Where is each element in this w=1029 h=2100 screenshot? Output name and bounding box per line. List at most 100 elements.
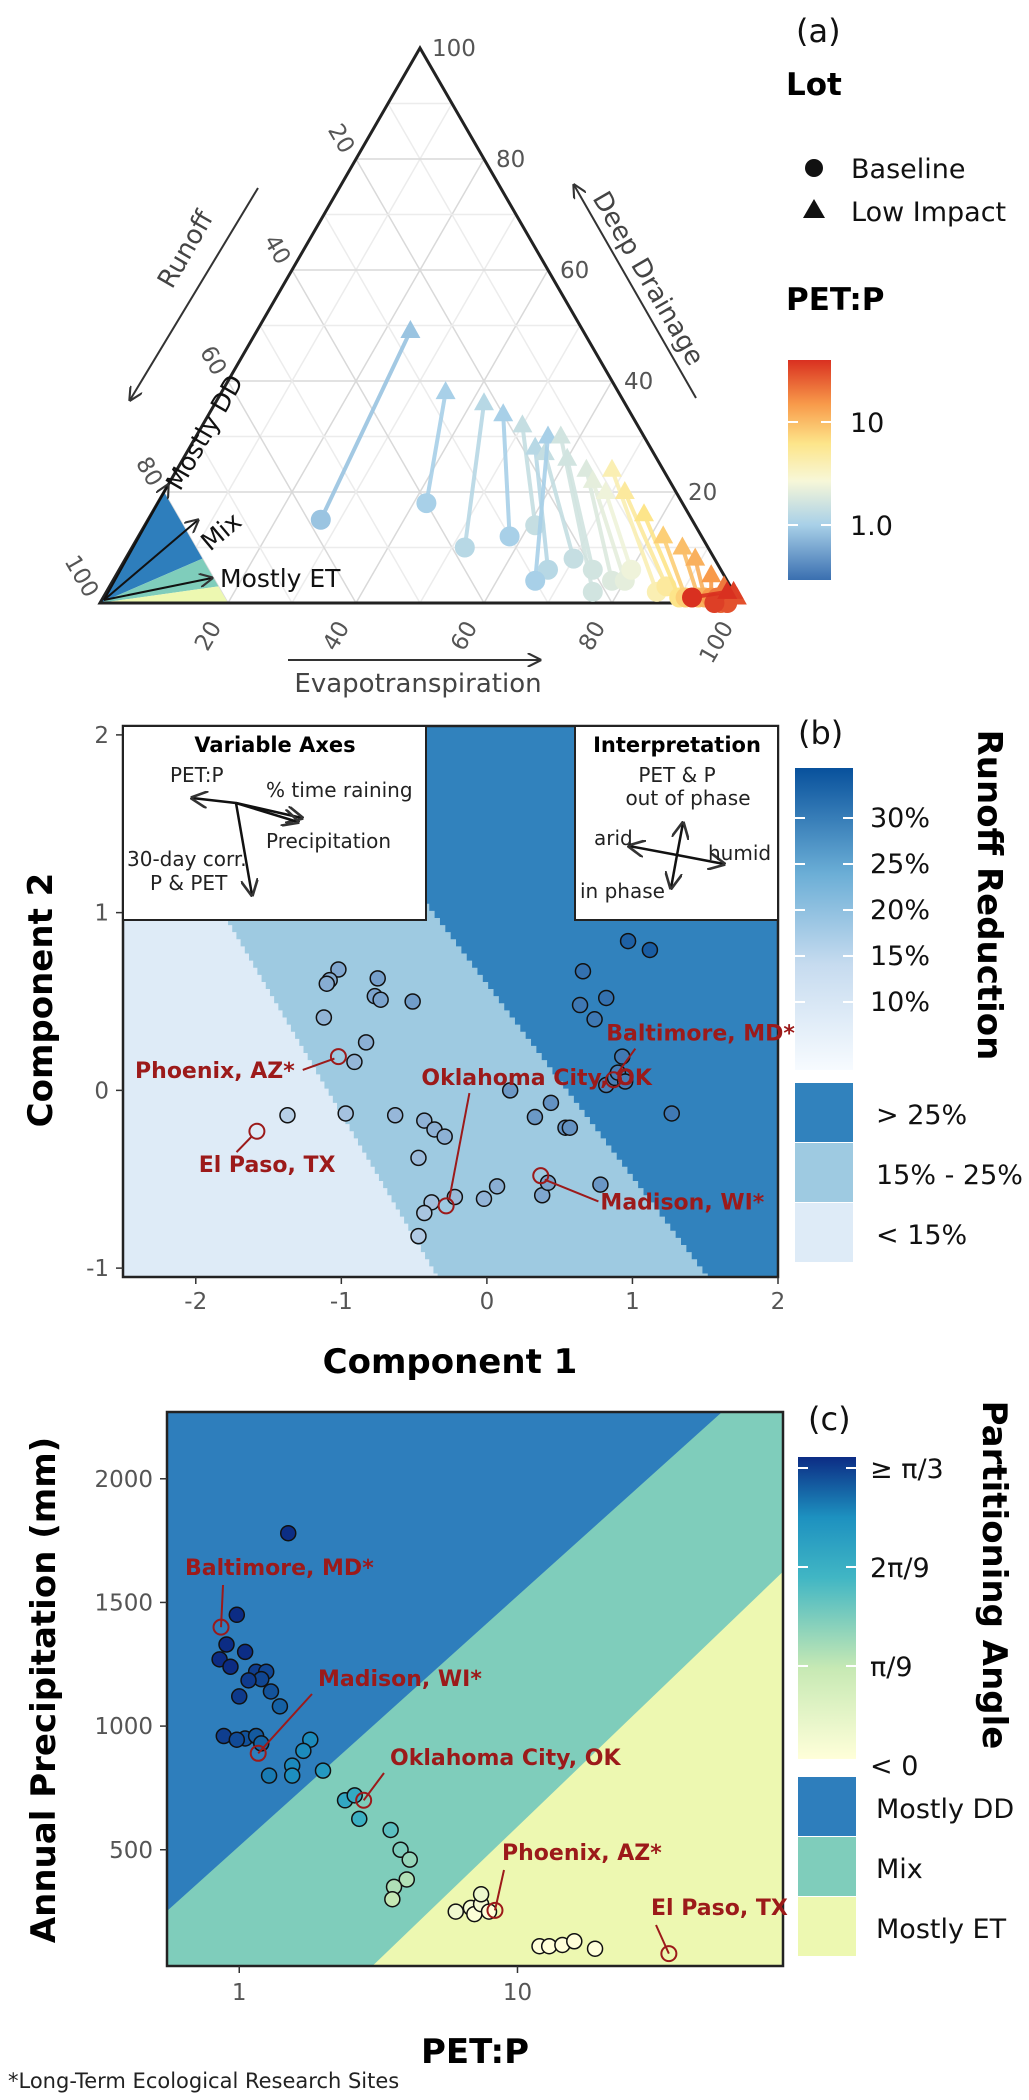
baseline-point xyxy=(310,509,331,530)
site-point xyxy=(248,1122,266,1140)
baseline-point xyxy=(525,570,546,591)
site-label: El Paso, TX xyxy=(651,1896,788,1921)
deep-drainage-tick-label: 60 xyxy=(560,258,589,284)
site-point xyxy=(660,1945,678,1963)
baseline-point xyxy=(416,493,437,514)
low-impact-point xyxy=(538,425,558,444)
city-point xyxy=(230,1688,248,1705)
lot-change-arrow xyxy=(622,491,669,588)
city-point xyxy=(401,1851,418,1868)
city-point xyxy=(218,1636,235,1653)
lot-change-arrow xyxy=(520,425,538,526)
panel-c-frame xyxy=(165,1410,785,1968)
legend-angle-class-mix-label: Mix xyxy=(876,1854,923,1885)
city-point xyxy=(369,970,386,987)
legend-runoff-class-low xyxy=(795,1203,853,1262)
panel-b-xtick: 1 xyxy=(625,1289,640,1315)
inset-axes-title: Variable Axes xyxy=(194,733,355,757)
lot-change-arrow xyxy=(558,436,595,593)
city-point xyxy=(480,1903,498,1920)
panel-c-ytick: 2000 xyxy=(94,1467,153,1493)
region-label-mix: Mix xyxy=(195,507,247,557)
ternary-grid xyxy=(131,102,709,603)
panel-b-frame xyxy=(121,724,780,1279)
inset-variable-axes: Variable Axes PET:P % time raining Preci… xyxy=(122,725,427,921)
city-point xyxy=(566,1933,583,1950)
baseline-point xyxy=(582,581,603,602)
city-point xyxy=(357,1034,375,1051)
site-point xyxy=(355,1791,373,1809)
legend-runoff-tick: 15% xyxy=(870,941,930,972)
city-point xyxy=(346,1053,363,1071)
inset-axes-p-pet: P & PET xyxy=(150,871,228,895)
low-impact-point xyxy=(557,447,578,466)
runoff-tick-label: 80 xyxy=(130,453,167,491)
deep-drainage-tick-label: 80 xyxy=(496,147,525,173)
site-label: Oklahoma City, OK xyxy=(390,1746,621,1771)
low-impact-point xyxy=(653,525,674,544)
legend-angle-ticks: ≥ π/3 2π/9 π/9 < 0 xyxy=(798,1454,944,1782)
city-point xyxy=(447,1903,465,1920)
legend-runoff-title: Runoff Reduction xyxy=(969,730,1009,1061)
city-point xyxy=(404,993,421,1010)
region-mostly-et xyxy=(100,586,228,603)
city-point xyxy=(351,1810,368,1828)
legend-angle-class-dd-label: Mostly DD xyxy=(876,1794,1014,1825)
low-impact-point xyxy=(685,547,706,566)
baseline-point xyxy=(621,559,642,580)
baseline-point xyxy=(682,587,702,608)
city-point xyxy=(592,1176,609,1193)
legend-angle-class-et xyxy=(798,1897,856,1956)
low-impact-point xyxy=(576,458,597,477)
panel-b-ticks: -2 -1 0 1 2 -1 0 1 2 xyxy=(86,723,785,1315)
runoff-axis-arrow xyxy=(130,187,259,400)
inset-interp-out-of-phase: out of phase xyxy=(625,786,750,810)
panel-b-xtick: 0 xyxy=(480,1289,495,1315)
city-point xyxy=(501,1082,519,1099)
city-point xyxy=(586,1011,603,1028)
inset-interp-arid: arid xyxy=(594,826,633,850)
deep-drainage-tick-label: 40 xyxy=(624,369,653,395)
legend-runoff-tick: 20% xyxy=(870,895,930,926)
low-impact-point xyxy=(672,536,693,555)
legend-petp-tick-10: 10 xyxy=(850,408,884,439)
baseline-point xyxy=(499,526,520,547)
low-impact-point xyxy=(512,414,533,433)
legend-runoff-tick: 10% xyxy=(870,987,930,1018)
lot-change-arrow xyxy=(584,469,614,582)
city-point xyxy=(228,1731,246,1748)
city-point xyxy=(222,1658,239,1675)
city-point xyxy=(295,1742,312,1760)
legend-runoff-class-low-label: < 15% xyxy=(876,1220,967,1251)
deep-drainage-axis-arrow xyxy=(574,185,697,399)
low-impact-point xyxy=(717,580,738,599)
runoff-axis-title: Runoff xyxy=(152,205,220,293)
low-impact-point xyxy=(701,564,722,583)
et-tick-label: 40 xyxy=(318,617,355,655)
legend-angle-tick: < 0 xyxy=(870,1751,918,1782)
region-mostly-dd xyxy=(100,492,203,603)
low-impact-point xyxy=(435,381,456,400)
runoff-tick-label: 20 xyxy=(322,120,359,158)
city-point xyxy=(475,1190,493,1208)
deep-drainage-axis-title: Deep Drainage xyxy=(586,187,710,371)
legend-lowimpact-label: Low Impact xyxy=(851,197,1006,228)
deep-drainage-tick-label: 100 xyxy=(432,36,476,62)
inset-interp-pet-p: PET & P xyxy=(638,763,715,787)
panel-c-xlabel: PET:P xyxy=(421,2032,529,2072)
region-label-mostly-dd: Mostly DD xyxy=(160,370,249,495)
panel-c-ticks: 1 10 500 1000 1500 2000 xyxy=(94,1467,532,2006)
footnote: *Long-Term Ecological Research Sites xyxy=(8,2069,399,2093)
panel-b-xtick: -1 xyxy=(330,1289,353,1315)
city-point xyxy=(240,1672,257,1689)
city-point xyxy=(586,1940,604,1957)
legend-angle-title: Partitioning Angle xyxy=(974,1401,1014,1750)
panel-b-ylabel: Component 2 xyxy=(21,873,61,1128)
panel-label-c: (c) xyxy=(808,1400,851,1438)
low-impact-point xyxy=(493,403,514,422)
low-impact-point xyxy=(634,503,654,522)
city-point xyxy=(283,1767,301,1784)
lot-change-arrow xyxy=(424,391,448,504)
et-tick-label: 80 xyxy=(574,617,611,655)
